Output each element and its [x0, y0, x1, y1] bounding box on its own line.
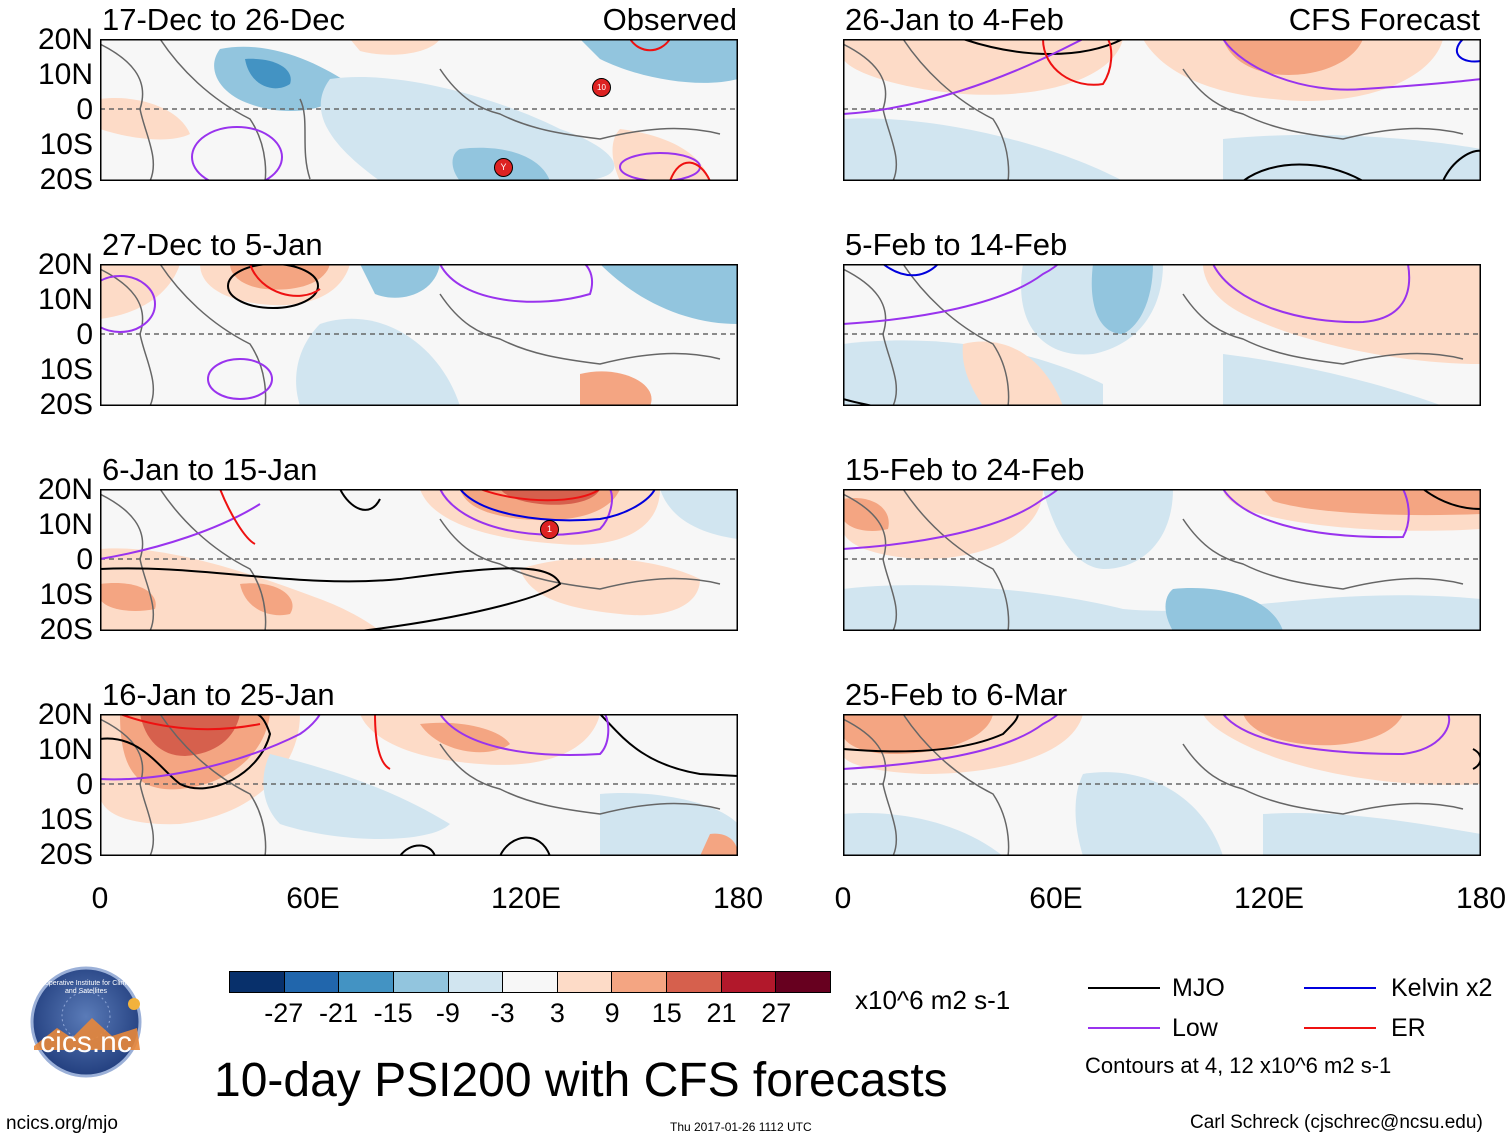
legend-label-kelvin: Kelvin x2 — [1391, 974, 1493, 1002]
colorbar-label: 21 — [706, 998, 737, 1028]
lat-label: 0 — [76, 768, 93, 801]
panel-title-8: 25-Feb to 6-Mar — [845, 677, 1068, 712]
contour-note: Contours at 4, 12 x10^6 m2 s-1 — [1085, 1053, 1392, 1078]
map-panel-7-svg — [843, 489, 1481, 631]
colorbar-swatch — [338, 972, 393, 992]
panel-title-4: 16-Jan to 25-Jan — [102, 677, 335, 712]
lat-label: 20N — [37, 473, 93, 506]
map-panel-7 — [843, 489, 1481, 631]
map-panel-3 — [100, 489, 738, 631]
storm-marker-2: Y — [494, 158, 513, 177]
cics-logo: Cooperative Institute for Climate and Sa… — [12, 966, 160, 1078]
lat-label: 0 — [76, 318, 93, 351]
storm-marker-1: 10 — [592, 78, 611, 97]
colorbar-swatch — [283, 972, 339, 992]
lat-label: 0 — [76, 93, 93, 126]
colorbar-label: -15 — [373, 998, 413, 1028]
colorbar-label: -3 — [490, 998, 515, 1028]
lon-label: 120E — [1233, 882, 1305, 915]
map-panel-4-svg — [100, 714, 738, 856]
legend-label-mjo: MJO — [1172, 974, 1225, 1002]
map-panel-5-svg — [843, 39, 1481, 181]
colorbar-swatch — [611, 972, 667, 992]
colorbar-swatch — [720, 972, 776, 992]
panel-title-5: 26-Jan to 4-Feb — [845, 2, 1064, 37]
lon-label: 180 — [1455, 882, 1507, 915]
panel-title-3: 6-Jan to 15-Jan — [102, 452, 318, 487]
map-panel-6-svg — [843, 264, 1481, 406]
colorbar-label: -9 — [435, 998, 460, 1028]
lon-label: 180 — [712, 882, 764, 915]
colorbar-units: x10^6 m2 s-1 — [855, 985, 1011, 1015]
map-panel-2 — [100, 264, 738, 406]
lon-label: 120E — [490, 882, 562, 915]
colorbar-swatch — [556, 972, 612, 992]
page-title: 10-day PSI200 with CFS forecasts — [214, 1054, 948, 1107]
cics-logo-graphic — [30, 966, 142, 1078]
colorbar-label: 9 — [604, 998, 620, 1028]
map-panel-4 — [100, 714, 738, 856]
colorbar-swatch — [666, 972, 721, 992]
legend-line-er — [1304, 1027, 1376, 1029]
footer-author: Carl Schreck (cjschrec@ncsu.edu) — [1190, 1112, 1483, 1133]
legend-line-mjo — [1088, 987, 1160, 989]
lon-label: 60E — [1029, 882, 1083, 915]
colorbar-swatch — [502, 972, 557, 992]
panel-title-6: 5-Feb to 14-Feb — [845, 227, 1068, 262]
map-panel-8 — [843, 714, 1481, 856]
colorbar-swatch — [392, 972, 448, 992]
colorbar-label: -27 — [264, 998, 304, 1028]
panel-title-2: 27-Dec to 5-Jan — [102, 227, 323, 262]
legend-line-kelvin — [1304, 987, 1376, 989]
legend-line-low — [1088, 1027, 1160, 1029]
legend-label-er: ER — [1391, 1014, 1426, 1042]
lat-label: 10S — [39, 128, 93, 161]
map-panel-1 — [100, 39, 738, 181]
legend-label-low: Low — [1172, 1014, 1218, 1042]
lat-label: 20S — [39, 613, 93, 646]
colorbar-swatch — [230, 972, 284, 992]
lat-label: 20S — [39, 163, 93, 196]
lon-label: 60E — [286, 882, 340, 915]
lat-label: 10S — [39, 578, 93, 611]
forecast-label: CFS Forecast — [1288, 2, 1480, 37]
lat-label: 20S — [39, 388, 93, 421]
map-panel-5 — [843, 39, 1481, 181]
lat-label: 20N — [37, 698, 93, 731]
colorbar-label: 3 — [549, 998, 565, 1028]
lat-label: 10S — [39, 803, 93, 836]
logo-text: cics.nc — [40, 1026, 132, 1059]
footer-url: ncics.org/mjo — [6, 1113, 118, 1134]
footer-timestamp: Thu 2017-01-26 1112 UTC — [670, 1120, 812, 1134]
lon-label: 0 — [91, 882, 109, 915]
lat-label: 10N — [37, 58, 93, 91]
colorbar-swatch — [447, 972, 503, 992]
map-panel-2-svg — [100, 264, 738, 406]
colorbar-label: 27 — [761, 998, 792, 1028]
map-panel-1-svg — [100, 39, 738, 181]
lat-label: 10S — [39, 353, 93, 386]
panel-title-1: 17-Dec to 26-Dec — [102, 2, 345, 37]
panel-title-7: 15-Feb to 24-Feb — [845, 452, 1085, 487]
colorbar-label: 15 — [651, 998, 682, 1028]
lat-label: 10N — [37, 733, 93, 766]
storm-marker-3: 1 — [540, 520, 559, 539]
map-panel-6 — [843, 264, 1481, 406]
colorbar-swatch — [775, 972, 831, 992]
observed-label: Observed — [602, 2, 737, 37]
lat-label: 20N — [37, 248, 93, 281]
lat-label: 10N — [37, 508, 93, 541]
logo-ring-text: Cooperative Institute for Climate and Sa… — [36, 980, 136, 995]
lat-label: 20S — [39, 838, 93, 871]
lat-label: 20N — [37, 23, 93, 56]
lat-label: 10N — [37, 283, 93, 316]
colorbar-label: -21 — [318, 998, 358, 1028]
map-panel-3-svg — [100, 489, 738, 631]
colorbar — [229, 971, 831, 993]
lon-label: 0 — [834, 882, 852, 915]
map-panel-8-svg — [843, 714, 1481, 856]
lat-label: 0 — [76, 543, 93, 576]
